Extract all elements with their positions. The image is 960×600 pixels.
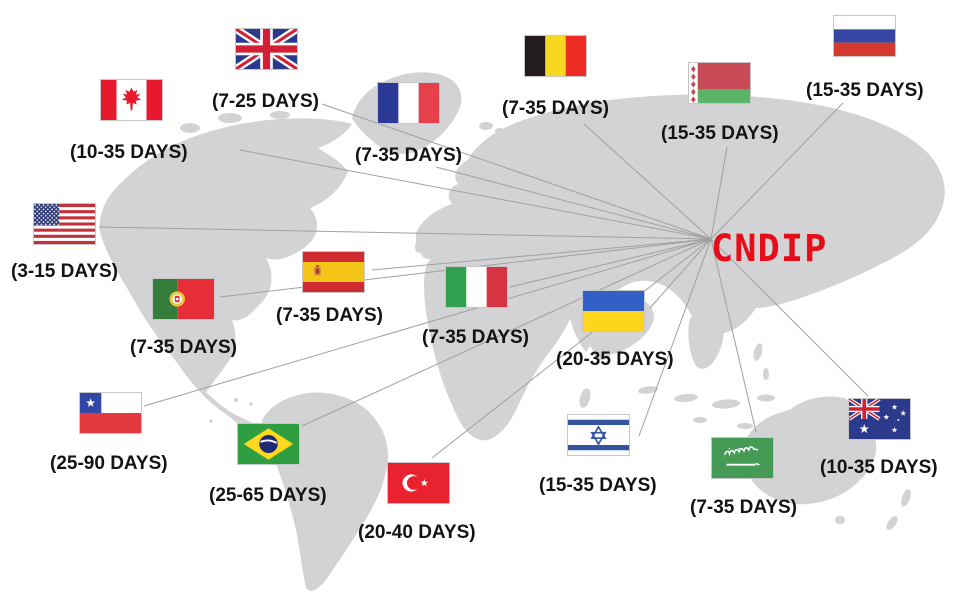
ukraine-flag-icon (582, 290, 645, 332)
ukraine-shipping-days-label: (20-35 DAYS) (556, 349, 674, 370)
brand-name: CNDIP (711, 227, 828, 270)
uk-shipping-days-label: (7-25 DAYS) (212, 91, 320, 112)
chile-shipping-days-label: (25-90 DAYS) (50, 453, 168, 474)
portugal-flag-icon (152, 278, 215, 320)
russia-flag-icon (833, 15, 896, 57)
belgium-route-line (583, 123, 712, 240)
brazil-route-line (301, 238, 712, 427)
belgium-shipping-days-label: (7-35 DAYS) (502, 98, 610, 119)
usa-flag-icon (33, 203, 96, 245)
russia-shipping-days-label: (15-35 DAYS) (806, 80, 924, 101)
italy-flag-icon (445, 266, 508, 308)
spain-route-line (371, 238, 712, 271)
saudi-arabia-shipping-days-label: (7-35 DAYS) (690, 497, 798, 518)
australia-shipping-days-label: (10-35 DAYS) (820, 457, 938, 478)
saudi-arabia-route-line (710, 238, 757, 433)
france-shipping-days-label: (7-35 DAYS) (355, 145, 463, 166)
spain-shipping-days-label: (7-35 DAYS) (276, 305, 384, 326)
belarus-route-line (710, 146, 728, 240)
canada-shipping-days-label: (10-35 DAYS) (70, 142, 188, 163)
turkey-shipping-days-label: (20-40 DAYS) (358, 522, 476, 543)
canada-route-line (239, 149, 712, 240)
usa-route-line (98, 226, 712, 240)
italy-route-line (509, 238, 712, 288)
australia-route-line (710, 238, 869, 397)
france-route-line (435, 166, 712, 240)
israel-route-line (638, 238, 712, 437)
australia-flag-icon (848, 398, 911, 440)
italy-shipping-days-label: (7-35 DAYS) (422, 327, 530, 348)
russia-route-line (710, 102, 844, 240)
usa-shipping-days-label: (3-15 DAYS) (11, 261, 119, 282)
spain-flag-icon (302, 251, 365, 293)
turkey-flag-icon (387, 462, 450, 504)
saudi-arabia-flag-icon (711, 437, 774, 479)
portugal-shipping-days-label: (7-35 DAYS) (130, 337, 238, 358)
chile-route-line (143, 238, 712, 407)
france-flag-icon (377, 82, 440, 124)
uk-flag-icon (235, 28, 298, 70)
belarus-flag-icon (688, 62, 751, 104)
belarus-shipping-days-label: (15-35 DAYS) (661, 123, 779, 144)
brazil-shipping-days-label: (25-65 DAYS) (209, 485, 327, 506)
ukraine-route-line (649, 238, 712, 309)
belgium-flag-icon (524, 35, 587, 77)
turkey-route-line (431, 238, 712, 459)
canada-flag-icon (100, 79, 163, 121)
brazil-flag-icon (237, 423, 300, 465)
israel-flag-icon (567, 414, 630, 456)
uk-route-line (321, 103, 712, 240)
chile-flag-icon (79, 392, 142, 434)
israel-shipping-days-label: (15-35 DAYS) (539, 475, 657, 496)
